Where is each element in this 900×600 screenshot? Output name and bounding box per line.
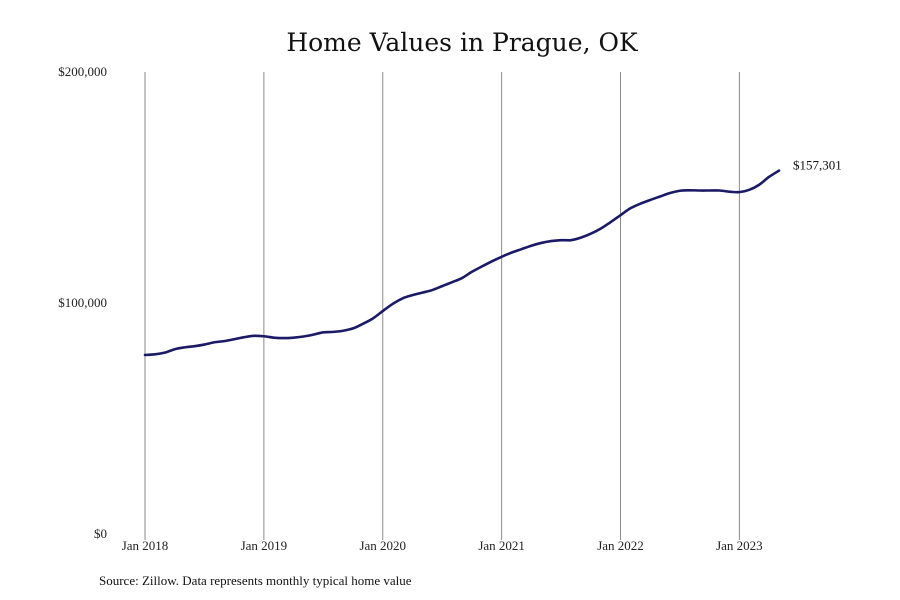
x-tick-label: Jan 2020 — [359, 538, 406, 553]
last-value-label: $157,301 — [793, 158, 842, 173]
home-value-series-line — [143, 169, 781, 357]
x-tick-label: Jan 2021 — [478, 538, 525, 553]
x-tick-label: Jan 2018 — [122, 538, 169, 553]
y-tick-label: $100,000 — [58, 295, 107, 310]
gridlines — [144, 72, 740, 540]
y-axis-tick-labels: $0 $100,000 $200,000 — [58, 64, 107, 541]
y-tick-label: $200,000 — [58, 64, 107, 79]
x-tick-label: Jan 2023 — [716, 538, 763, 553]
y-tick-label: $0 — [94, 526, 107, 541]
x-tick-label: Jan 2022 — [597, 538, 644, 553]
x-axis-tick-labels: Jan 2018 Jan 2019 Jan 2020 Jan 2021 Jan 2022… — [122, 538, 763, 553]
x-tick-label: Jan 2019 — [241, 538, 288, 553]
source-note: Source: Zillow. Data represents monthly … — [99, 573, 412, 588]
chart-title: Home Values in Prague, OK — [286, 28, 639, 57]
